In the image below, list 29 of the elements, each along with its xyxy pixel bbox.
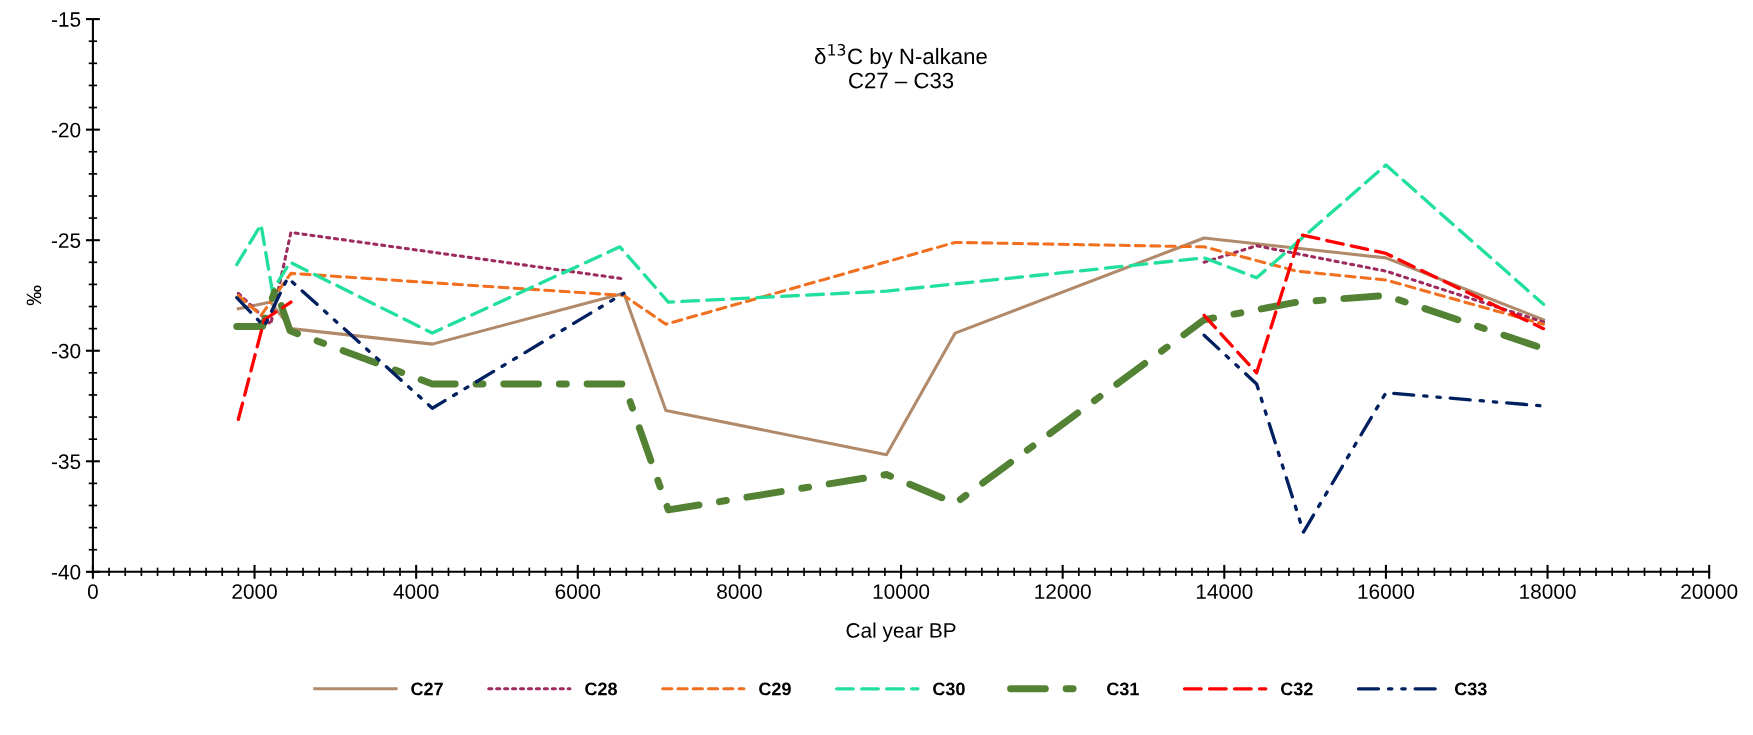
x-tick-label: 0 — [87, 584, 98, 599]
line-series — [236, 236, 1546, 457]
x-axis-title: Cal year BP — [846, 622, 956, 642]
legend-label: C30 — [933, 682, 965, 696]
x-tick-label: 20000 — [1681, 584, 1738, 599]
y-tick-label: -15 — [51, 12, 81, 27]
legend-label: C31 — [1107, 682, 1139, 696]
x-tick-label: 8000 — [717, 584, 762, 599]
legend-label: C33 — [1454, 682, 1487, 696]
x-tick-label: 16000 — [1358, 584, 1415, 599]
y-axis-title: ‰ — [26, 285, 42, 306]
text: δ$^{13}$C by N-alkane C27 – C33 — [814, 43, 987, 89]
x-tick-label: 18000 — [1520, 584, 1576, 599]
x-tick-label: 10000 — [873, 584, 930, 599]
y-tick-label: -40 — [51, 564, 81, 580]
legend-label: C32 — [1280, 682, 1313, 696]
x-tick-label: 12000 — [1035, 584, 1091, 599]
line-series — [235, 163, 1546, 335]
y-tick-label: -25 — [51, 233, 81, 248]
legend-label: C27 — [411, 682, 443, 696]
x-tick-label: 4000 — [393, 584, 439, 599]
legend-label: C29 — [759, 682, 791, 696]
x-tick-label: 2000 — [232, 584, 277, 599]
y-tick-label: -20 — [51, 122, 81, 138]
y-tick-label: -30 — [51, 343, 81, 359]
x-tick-label: 14000 — [1196, 584, 1253, 599]
y-tick-label: -35 — [51, 454, 81, 470]
legend-label: C28 — [585, 682, 617, 696]
x-tick-label: 6000 — [555, 584, 601, 599]
